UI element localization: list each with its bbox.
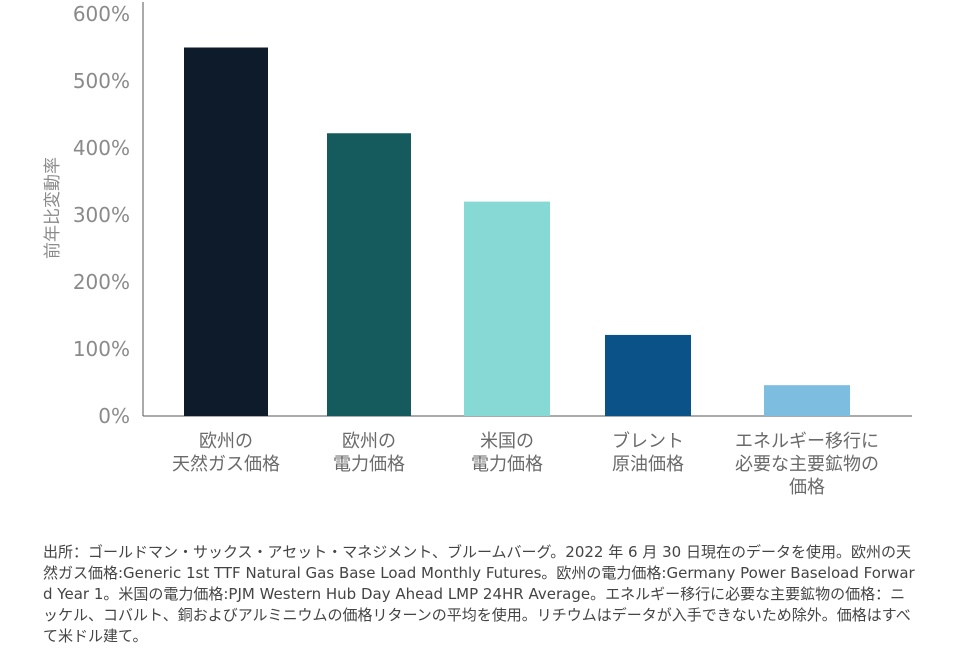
x-category-label: 天然ガス価格 bbox=[172, 454, 280, 475]
bar bbox=[464, 201, 550, 416]
x-category-label: 欧州の bbox=[342, 431, 396, 452]
bar bbox=[184, 47, 268, 416]
x-category-label: 必要な主要鉱物の bbox=[735, 454, 879, 475]
y-tick-label: 300% bbox=[73, 203, 130, 227]
y-tick-label: 600% bbox=[73, 2, 130, 26]
y-tick-label: 200% bbox=[73, 270, 130, 294]
y-axis-title: 前年比変動率 bbox=[43, 157, 63, 259]
y-tick-label: 0% bbox=[98, 404, 130, 428]
x-category-label: 欧州の bbox=[199, 431, 253, 452]
y-tick-label: 400% bbox=[73, 136, 130, 160]
x-category-label: 原油価格 bbox=[612, 454, 684, 475]
x-category-label: 価格 bbox=[789, 477, 825, 498]
x-category-label: 電力価格 bbox=[471, 454, 543, 475]
source-note: 出所：ゴールドマン・サックス・アセット・マネジメント、ブルームバーグ。2022 … bbox=[43, 543, 915, 645]
x-category-label: 電力価格 bbox=[333, 454, 405, 475]
x-category-label: エネルギー移行に bbox=[735, 431, 879, 452]
y-tick-label: 100% bbox=[73, 337, 130, 361]
x-category-label: ブレント bbox=[612, 430, 684, 452]
bar bbox=[764, 385, 850, 416]
x-category-label: 米国の bbox=[480, 431, 534, 452]
bar bbox=[605, 334, 691, 416]
bar-chart: 0%100%200%300%400%500%600%前年比変動率欧州の天然ガス価… bbox=[43, 2, 912, 498]
bar bbox=[327, 133, 411, 416]
y-tick-label: 500% bbox=[73, 69, 130, 93]
